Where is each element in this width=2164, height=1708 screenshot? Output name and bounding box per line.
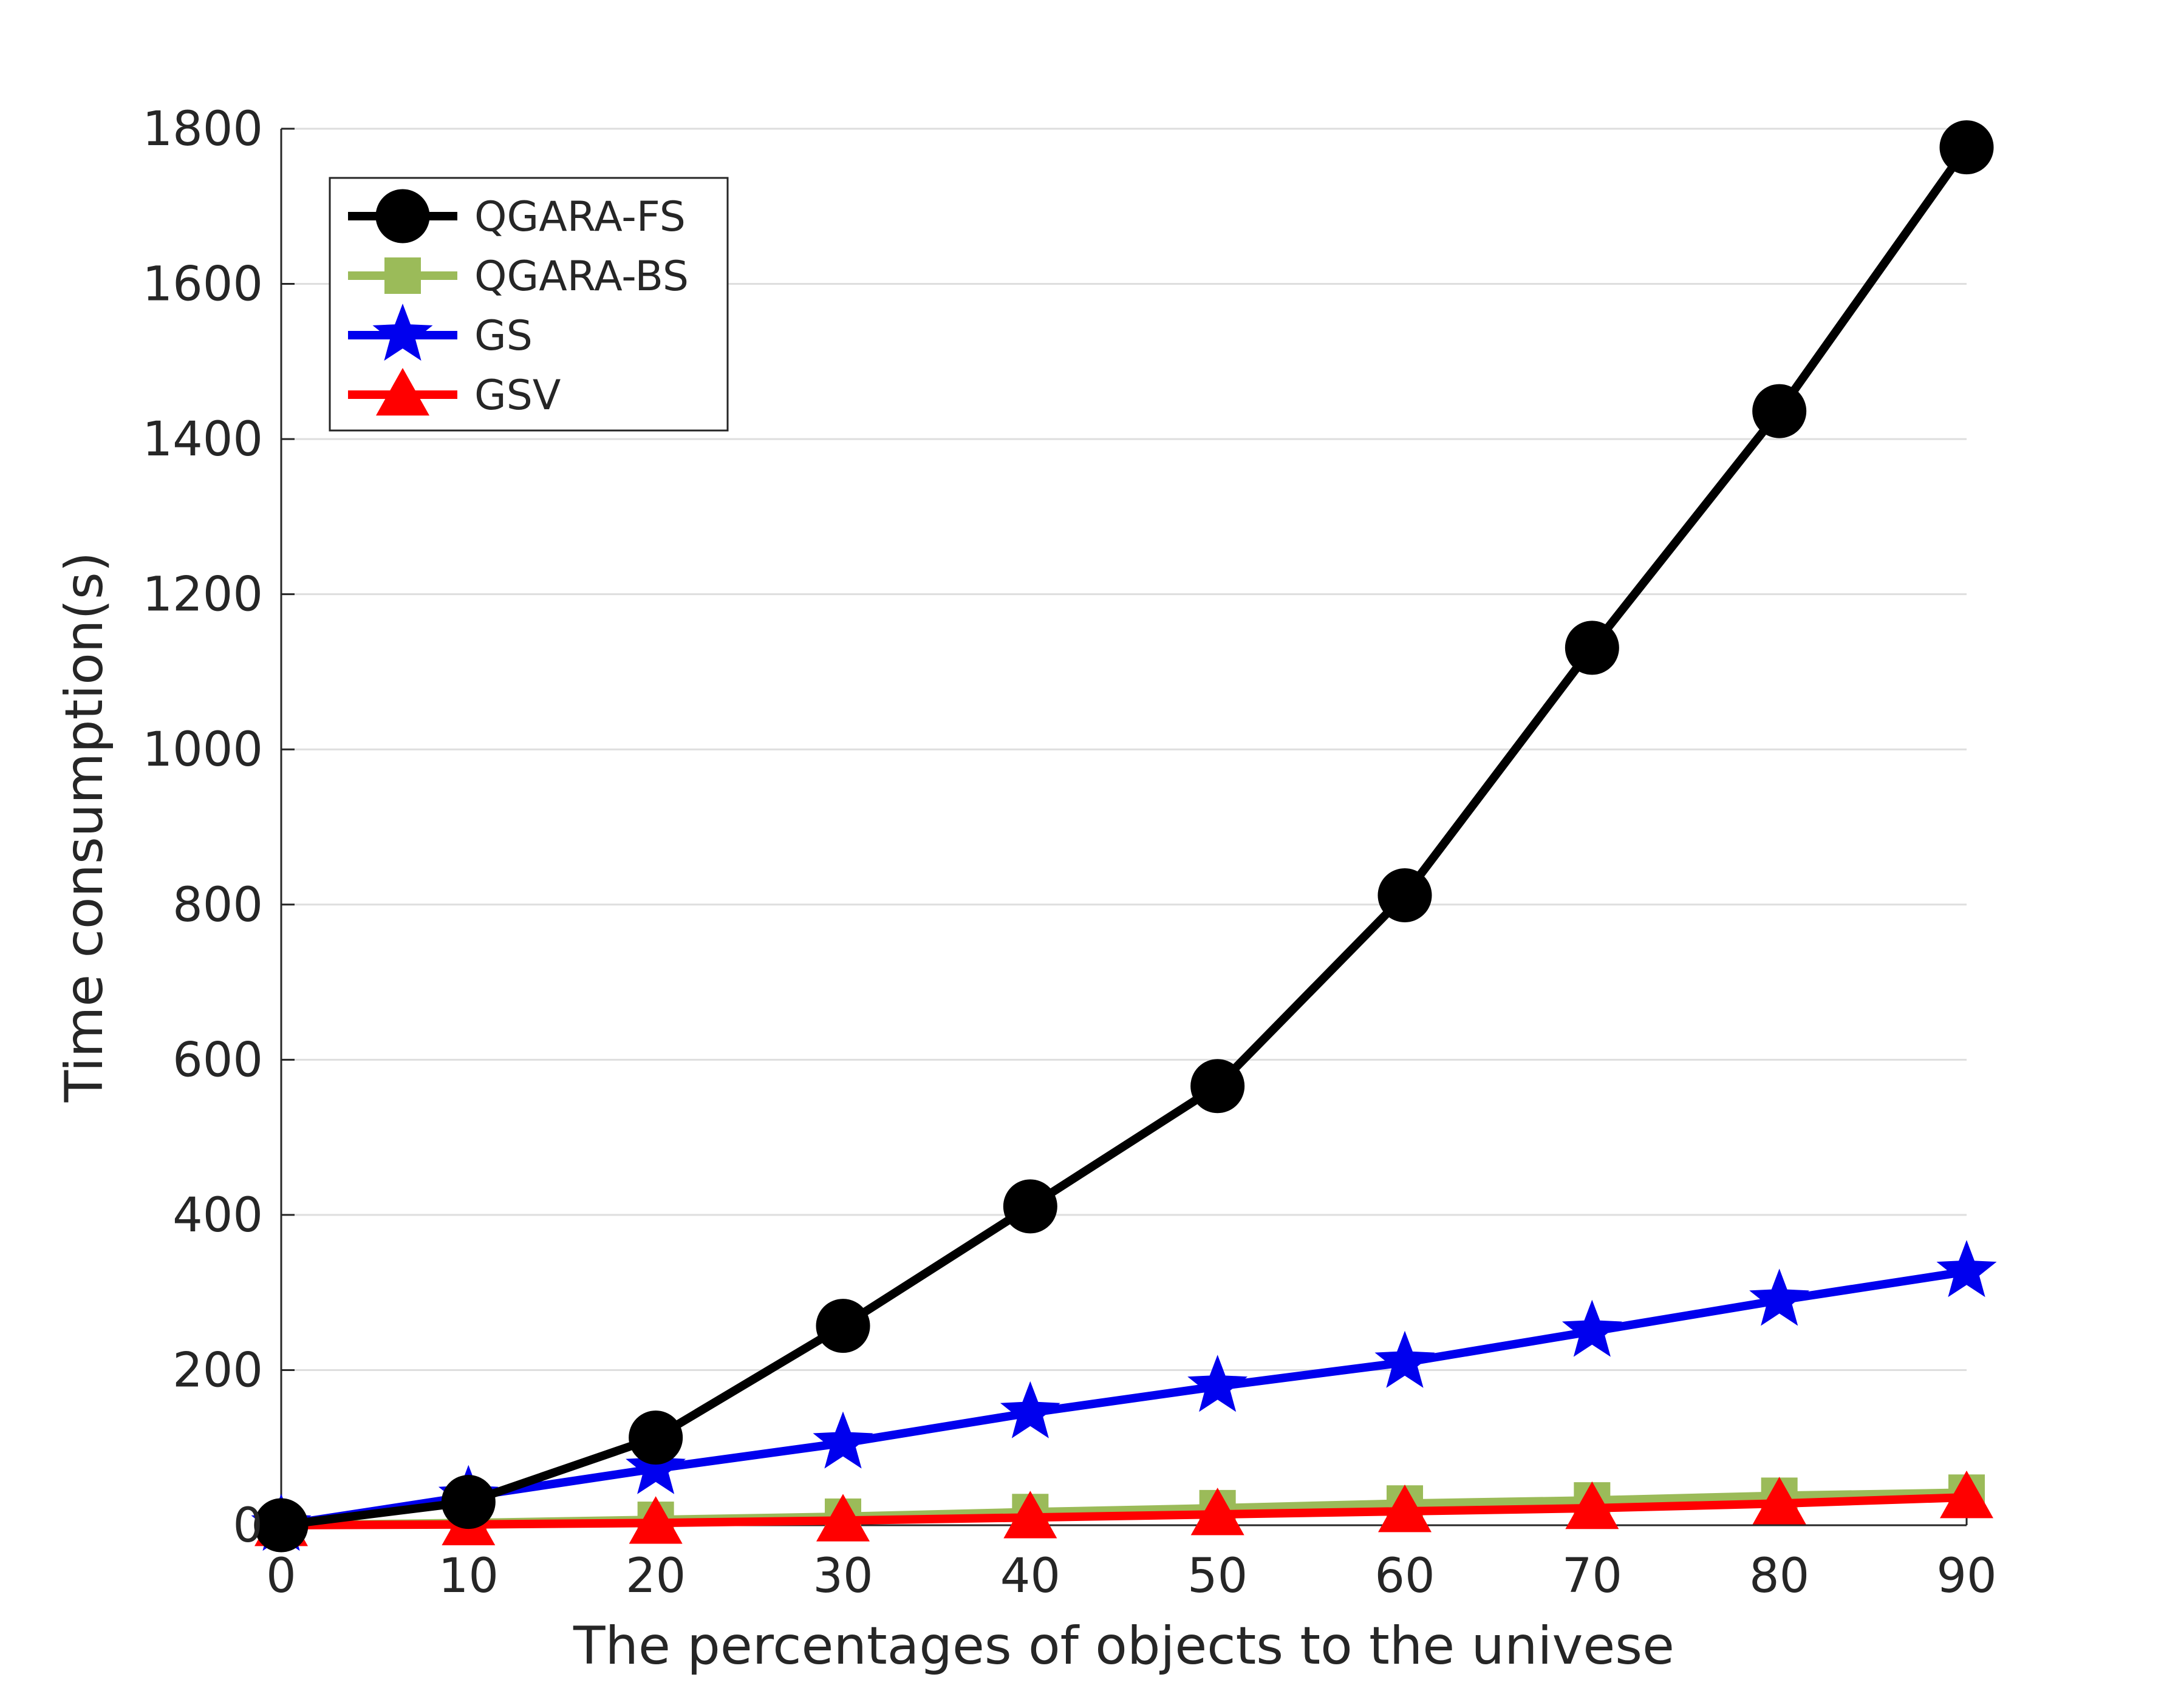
series-line-qgara-fs <box>281 145 1970 1529</box>
data-point-gs <box>813 1411 873 1469</box>
legend-label: GSV <box>474 372 561 420</box>
y-tick-label: 400 <box>172 1188 263 1243</box>
legend-marker <box>372 304 433 361</box>
data-point-qgara-fs <box>1565 621 1619 675</box>
data-point-gsv <box>1940 1471 1993 1519</box>
y-tick-label: 1400 <box>142 412 263 467</box>
grid-lines <box>281 128 1967 1371</box>
legend-entry-qgara-fs: QGARA-FS <box>348 189 686 243</box>
legend-label: QGARA-BS <box>474 253 689 301</box>
data-point-gs <box>1562 1299 1622 1357</box>
legend-marker <box>375 189 430 243</box>
legend-entry-gsv: GSV <box>348 368 561 420</box>
y-tick-label: 200 <box>172 1343 263 1398</box>
data-point-gs <box>1187 1355 1248 1412</box>
data-point-gs <box>1936 1240 1997 1298</box>
data-point-qgara-fs <box>816 1299 870 1353</box>
data-point-gsv <box>816 1494 870 1542</box>
data-point-gs <box>1749 1268 1810 1326</box>
legend: QGARA-FS QGARA-BS GS GSV <box>329 177 729 432</box>
x-tick-label: 0 <box>266 1549 296 1604</box>
data-point-qgara-fs <box>254 1498 309 1553</box>
data-point-gsv <box>1003 1491 1057 1539</box>
legend-marker <box>384 257 421 294</box>
legend-label: GS <box>474 312 533 360</box>
x-axis-title: The percentages of objects to the unives… <box>573 1616 1674 1676</box>
data-point-qgara-fs <box>1190 1059 1245 1114</box>
x-tick-label: 10 <box>439 1549 499 1604</box>
data-point-gs <box>626 1437 686 1494</box>
data-point-gsv <box>629 1496 683 1544</box>
data-point-gsv <box>1190 1488 1244 1536</box>
x-tick-label: 60 <box>1374 1549 1435 1604</box>
data-point-gs <box>1000 1381 1060 1438</box>
y-tick-label: 0 <box>233 1499 263 1553</box>
x-tick-label: 30 <box>813 1549 873 1604</box>
series-qgara-fs <box>254 120 1994 1553</box>
series-line-gsv <box>281 1493 1967 1529</box>
x-tick-label: 80 <box>1749 1549 1809 1604</box>
data-point-qgara-fs <box>1003 1179 1057 1234</box>
y-tick-label: 800 <box>172 878 263 933</box>
legend-marker <box>376 368 429 416</box>
data-point-qgara-fs <box>1377 868 1432 922</box>
x-tick-label: 20 <box>626 1549 686 1604</box>
data-point-gs <box>1374 1330 1435 1388</box>
x-tick-label: 70 <box>1562 1549 1622 1604</box>
x-tick-label: 40 <box>1000 1549 1060 1604</box>
x-tick-label: 50 <box>1187 1549 1248 1604</box>
tick-labels: 0 200 400 600 800 1000 1200 1400 1600 1800 0 10 20 30… <box>142 102 1996 1604</box>
x-tick-label: 90 <box>1936 1549 1996 1604</box>
y-tick-label: 600 <box>172 1033 263 1087</box>
y-tick-label: 1000 <box>142 723 263 777</box>
data-point-qgara-fs <box>629 1410 683 1465</box>
y-tick-label: 1600 <box>142 257 263 312</box>
legend-label: QGARA-FS <box>474 193 686 241</box>
legend-entry-qgara-bs: QGARA-BS <box>348 253 689 301</box>
data-point-gsv <box>1752 1477 1806 1525</box>
data-point-gsv <box>1565 1481 1619 1529</box>
y-axis-title: Time consumption(s) <box>54 552 115 1103</box>
data-point-qgara-fs <box>1752 384 1807 438</box>
legend-entry-gs: GS <box>348 304 533 361</box>
y-tick-label: 1800 <box>142 102 263 157</box>
data-point-qgara-fs <box>441 1475 496 1529</box>
data-point-qgara-fs <box>1939 120 1994 175</box>
y-tick-label: 1200 <box>142 568 263 622</box>
series-layer <box>251 120 1997 1553</box>
data-point-gsv <box>1378 1485 1432 1533</box>
series-line-gs <box>280 1267 1968 1529</box>
